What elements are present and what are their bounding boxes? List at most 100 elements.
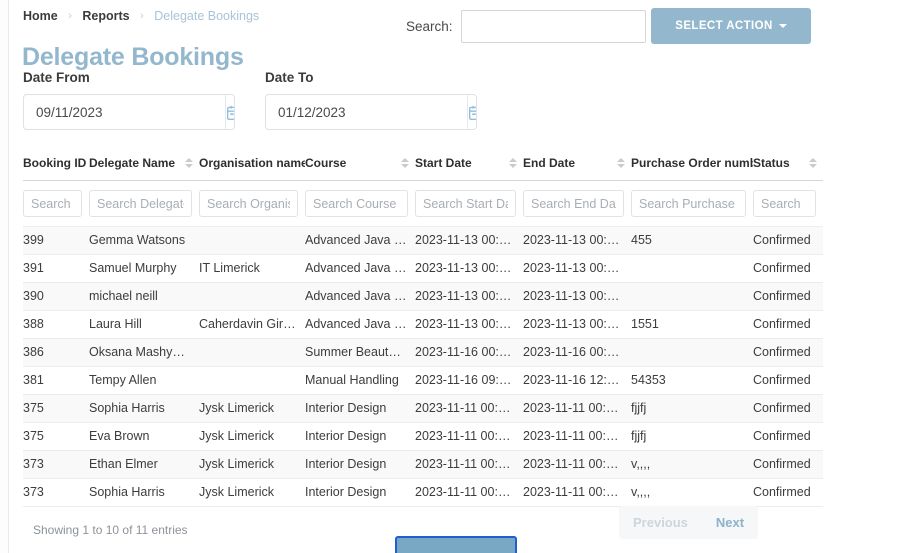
table-cell-course: Interior Design: [305, 394, 415, 423]
table-cell-purchase-order-number: fjjfj: [631, 394, 753, 423]
sort-toggle-icon[interactable]: [509, 158, 517, 168]
column-filter-input-booking-id[interactable]: [23, 190, 82, 217]
table-row[interactable]: 388 Laura Hill Caherdavin Girls S… Advanced…: [23, 310, 823, 339]
date-to-calendar-button[interactable]: [467, 95, 476, 129]
calendar-icon: [469, 105, 476, 120]
table-header-course[interactable]: Course: [305, 152, 415, 181]
table-header-label: Organisation name: [199, 156, 305, 170]
breadcrumb-separator-icon: ›: [68, 10, 72, 22]
column-filter-input-start-date[interactable]: [415, 190, 516, 217]
table-header-end-date[interactable]: End Date: [523, 152, 631, 181]
column-filter-cell: [753, 180, 823, 227]
sort-toggle-icon[interactable]: [185, 158, 193, 168]
breadcrumb-item-reports[interactable]: Reports: [82, 9, 130, 23]
table-cell-delegate-name: Ethan Elmer: [89, 450, 199, 479]
table-header-label: Course: [305, 156, 347, 170]
table-header-purchase-order-number[interactable]: Purchase Order number: [631, 152, 753, 181]
table-cell-start-date: 2023-11-11 00:00:…: [415, 478, 523, 507]
table-cell-end-date: 2023-11-11 00:00:…: [523, 478, 631, 507]
table-row[interactable]: 390 michael neill Advanced Java Sc… 2023-11…: [23, 282, 823, 311]
column-filter-cell: [199, 180, 305, 227]
table-header-booking-id: Booking ID: [23, 152, 89, 181]
date-to-input[interactable]: [266, 95, 467, 129]
global-search: Search:: [406, 10, 646, 43]
table-cell-start-date: 2023-11-13 00:00:…: [415, 282, 523, 311]
table-cell-start-date: 2023-11-11 00:00:…: [415, 422, 523, 451]
table-cell-end-date: 2023-11-13 00:00:…: [523, 310, 631, 339]
column-filter-input-end-date[interactable]: [523, 190, 624, 217]
table-header-label: Booking ID: [23, 156, 87, 170]
table-row[interactable]: 373 Ethan Elmer Jysk Limerick Interior Desi…: [23, 450, 823, 479]
date-filter-bar: Date From: [23, 70, 477, 130]
table-cell-purchase-order-number: 1551: [631, 310, 753, 339]
bookings-table-wrapper: Booking ID Delegate Name Organisation name…: [23, 152, 823, 507]
table-row[interactable]: 386 Oksana Mashynts… Summer Beauty Tr… 2023…: [23, 338, 823, 367]
column-filter-input-purchase-order-number[interactable]: [631, 190, 746, 217]
table-cell-organisation-name: Jysk Limerick: [199, 422, 305, 451]
table-cell-end-date: 2023-11-11 00:00:…: [523, 394, 631, 423]
table-header-organisation-name[interactable]: Organisation name: [199, 152, 305, 181]
table-cell-course: Advanced Java Sc…: [305, 254, 415, 283]
table-row[interactable]: 381 Tempy Allen Manual Handling 2023-11-16 …: [23, 366, 823, 395]
table-cell-booking-id: 391: [23, 254, 89, 283]
table-head: Booking ID Delegate Name Organisation name…: [23, 152, 823, 227]
sort-toggle-icon[interactable]: [617, 158, 625, 168]
select-action-button[interactable]: SELECT ACTION: [651, 8, 811, 44]
table-cell-booking-id: 386: [23, 338, 89, 367]
breadcrumb-item-home[interactable]: Home: [23, 9, 58, 23]
column-filter-input-status[interactable]: [753, 190, 816, 217]
table-cell-status: Confirmed: [753, 366, 823, 395]
table-cell-course: Manual Handling: [305, 366, 415, 395]
table-row[interactable]: 375 Eva Brown Jysk Limerick Interior Design…: [23, 422, 823, 451]
table-cell-delegate-name: Oksana Mashynts…: [89, 338, 199, 367]
table-cell-start-date: 2023-11-11 00:00:…: [415, 450, 523, 479]
date-from-field[interactable]: [23, 94, 235, 130]
table-cell-start-date: 2023-11-16 09:30:…: [415, 366, 523, 395]
table-cell-delegate-name: Sophia Harris: [89, 394, 199, 423]
table-cell-end-date: 2023-11-11 00:00:…: [523, 450, 631, 479]
table-cell-status: Confirmed: [753, 254, 823, 283]
table-cell-status: Confirmed: [753, 394, 823, 423]
table-row[interactable]: 399 Gemma Watsons Advanced Java Sc… 2023-11…: [23, 226, 823, 255]
column-filter-input-organisation-name[interactable]: [199, 190, 298, 217]
table-cell-purchase-order-number: [631, 254, 753, 283]
global-search-input[interactable]: [460, 10, 646, 43]
table-cell-purchase-order-number: [631, 338, 753, 367]
date-from-input[interactable]: [24, 95, 225, 129]
table-cell-status: Confirmed: [753, 310, 823, 339]
table-body: 399 Gemma Watsons Advanced Java Sc… 2023-11…: [23, 226, 823, 507]
date-from-calendar-button[interactable]: [225, 95, 234, 129]
table-header-status[interactable]: Status: [753, 152, 823, 181]
table-row[interactable]: 373 Sophia Harris Jysk Limerick Interior De…: [23, 478, 823, 507]
table-cell-purchase-order-number: [631, 282, 753, 311]
table-cell-start-date: 2023-11-13 00:00:…: [415, 226, 523, 255]
sort-toggle-icon[interactable]: [809, 158, 817, 168]
table-cell-end-date: 2023-11-13 00:00:…: [523, 226, 631, 255]
pagination-next-button[interactable]: Next: [702, 506, 758, 539]
table-cell-organisation-name: [199, 338, 305, 367]
table-cell-start-date: 2023-11-16 00:00:…: [415, 338, 523, 367]
table-cell-booking-id: 373: [23, 450, 89, 479]
table-cell-purchase-order-number: 54353: [631, 366, 753, 395]
table-cell-end-date: 2023-11-13 00:00:…: [523, 282, 631, 311]
table-cell-course: Summer Beauty Tr…: [305, 338, 415, 367]
pagination-previous-button[interactable]: Previous: [619, 506, 702, 539]
column-filter-cell: [305, 180, 415, 227]
table-cell-delegate-name: Gemma Watsons: [89, 226, 199, 255]
focused-action-button[interactable]: [395, 536, 517, 553]
table-row[interactable]: 375 Sophia Harris Jysk Limerick Interior De…: [23, 394, 823, 423]
table-cell-start-date: 2023-11-13 00:00:…: [415, 310, 523, 339]
table-cell-delegate-name: michael neill: [89, 282, 199, 311]
sort-toggle-icon[interactable]: [401, 158, 409, 168]
column-filter-input-delegate-name[interactable]: [89, 190, 192, 217]
table-cell-organisation-name: [199, 366, 305, 395]
table-row[interactable]: 391 Samuel Murphy IT Limerick Advanced Java…: [23, 254, 823, 283]
table-header-start-date[interactable]: Start Date: [415, 152, 523, 181]
breadcrumb-item-delegate-bookings[interactable]: Delegate Bookings: [154, 9, 260, 23]
table-header-delegate-name[interactable]: Delegate Name: [89, 152, 199, 181]
column-filter-cell: [89, 180, 199, 227]
table-cell-delegate-name: Sophia Harris: [89, 478, 199, 507]
column-filter-input-course[interactable]: [305, 190, 408, 217]
date-to-field[interactable]: [265, 94, 477, 130]
table-cell-status: Confirmed: [753, 338, 823, 367]
